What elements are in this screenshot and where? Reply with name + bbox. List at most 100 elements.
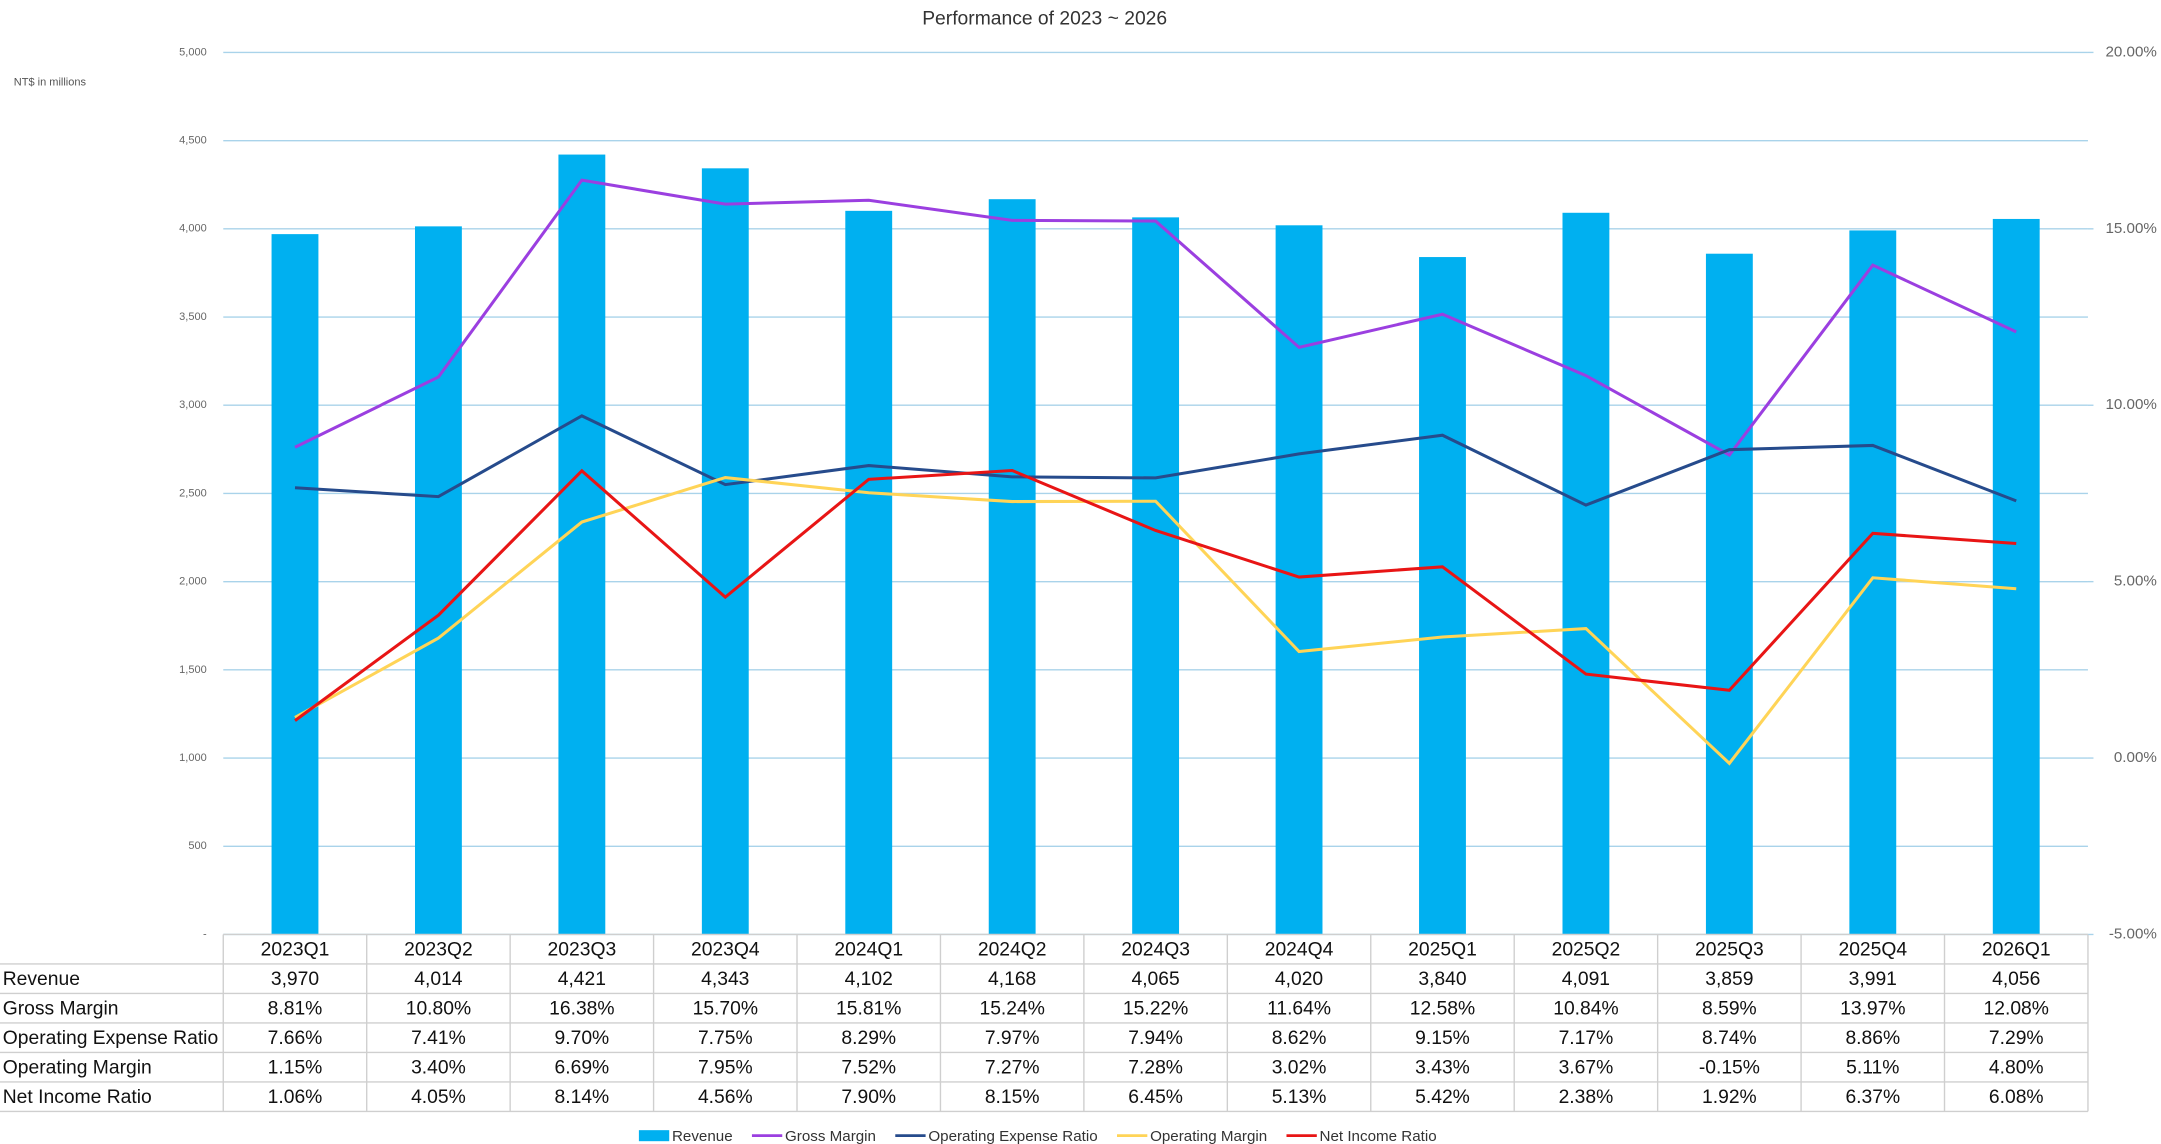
x-tick-label: 2025Q1 — [1408, 940, 1477, 961]
table-cell: 15.81% — [836, 999, 901, 1020]
table-cell: 4,168 — [988, 969, 1036, 990]
bar — [271, 234, 319, 935]
table-cell: 3,859 — [1705, 969, 1753, 990]
chart-title: Performance of 2023 ~ 2026 — [922, 8, 1167, 29]
table-cell: 3,970 — [271, 969, 319, 990]
table-cell: 5.11% — [1846, 1058, 1899, 1079]
y2-tick-label: 10.00% — [2105, 396, 2156, 413]
table-row-label: Revenue — [3, 969, 80, 990]
table-cell: 8.15% — [985, 1087, 1040, 1108]
table-cell: 3.67% — [1559, 1058, 1614, 1079]
table-row-label: Gross Margin — [3, 999, 119, 1020]
legend-label: Revenue — [672, 1128, 733, 1144]
x-tick-label: 2023Q4 — [691, 940, 760, 961]
table-cell: 4,065 — [1131, 969, 1179, 990]
table-cell: 8.62% — [1272, 1028, 1327, 1049]
line — [294, 414, 2017, 507]
line — [294, 476, 2017, 766]
table-cell: 4,102 — [845, 969, 893, 990]
table-cell: 7.75% — [698, 1028, 753, 1049]
y-tick-label: - — [203, 928, 207, 940]
table-cell: 4.80% — [1989, 1058, 2044, 1079]
table-cell: 3,991 — [1849, 969, 1897, 990]
table-row-label: Operating Margin — [3, 1058, 152, 1079]
table-row-label: Net Income Ratio — [3, 1087, 152, 1108]
table-cell: 8.86% — [1845, 1028, 1900, 1049]
y2-tick-label: -5.00% — [2109, 925, 2157, 942]
y-tick-label: 1,500 — [179, 664, 207, 676]
y-tick-label: 2,000 — [179, 576, 207, 588]
table-cell: 10.84% — [1553, 999, 1618, 1020]
table-cell: 7.95% — [698, 1058, 753, 1079]
bar — [1419, 257, 1466, 935]
table-cell: 3.43% — [1415, 1058, 1470, 1079]
x-tick-label: 2025Q3 — [1695, 940, 1764, 961]
y-tick-label: 5,000 — [179, 46, 207, 58]
table-cell: 4,421 — [558, 969, 606, 990]
legend-label: Operating Expense Ratio — [928, 1128, 1097, 1144]
y-axis-label: NT$ in millions — [14, 77, 87, 89]
x-tick-label: 2024Q4 — [1265, 940, 1334, 961]
table-cell: 16.38% — [549, 999, 614, 1020]
x-tick-label: 2026Q1 — [1982, 940, 2051, 961]
table-cell: 7.17% — [1559, 1028, 1614, 1049]
table-cell: 4,014 — [414, 969, 463, 990]
x-tick-label: 2023Q3 — [548, 940, 617, 961]
table-cell: 4,020 — [1275, 969, 1323, 990]
x-tick-label: 2024Q2 — [978, 940, 1047, 961]
table-cell: 6.45% — [1128, 1087, 1183, 1108]
table-cell: 8.59% — [1702, 999, 1757, 1020]
bar — [701, 168, 749, 935]
x-tick-label: 2025Q2 — [1552, 940, 1621, 961]
line — [294, 178, 2017, 457]
y-tick-label: 4,500 — [179, 135, 207, 147]
x-tick-label: 2023Q2 — [404, 940, 473, 961]
table-cell: -0.15% — [1699, 1058, 1760, 1079]
table-cell: 2.38% — [1559, 1087, 1614, 1108]
table-cell: 12.58% — [1410, 999, 1475, 1020]
table-cell: 3,840 — [1418, 969, 1466, 990]
table-cell: 4,091 — [1562, 969, 1610, 990]
table-cell: 8.81% — [268, 999, 323, 1020]
y-tick-label: 4,000 — [179, 223, 207, 235]
legend-label: Net Income Ratio — [1320, 1128, 1437, 1144]
table-cell: 9.70% — [555, 1028, 610, 1049]
bar — [1849, 230, 1897, 935]
bar — [845, 210, 893, 935]
bar — [988, 199, 1036, 935]
table-cell: 1.15% — [268, 1058, 323, 1079]
table-row-label: Operating Expense Ratio — [3, 1028, 218, 1049]
table-cell: 4.56% — [698, 1087, 753, 1108]
x-tick-label: 2023Q1 — [261, 940, 330, 961]
x-tick-label: 2024Q3 — [1121, 940, 1190, 961]
table-cell: 15.70% — [693, 999, 758, 1020]
y2-tick-label: 5.00% — [2114, 573, 2157, 590]
table-cell: 7.90% — [841, 1087, 896, 1108]
table-cell: 13.97% — [1840, 999, 1905, 1020]
y-tick-label: 1,000 — [179, 752, 207, 764]
bar — [1562, 212, 1610, 935]
table-cell: 7.29% — [1989, 1028, 2044, 1049]
table-cell: 7.94% — [1128, 1028, 1183, 1049]
table-cell: 3.02% — [1272, 1058, 1327, 1079]
table-cell: 12.08% — [1984, 999, 2049, 1020]
line — [294, 468, 2017, 722]
bar — [414, 226, 462, 935]
table-cell: 7.66% — [268, 1028, 323, 1049]
table-cell: 10.80% — [406, 999, 471, 1020]
bar — [1705, 253, 1753, 935]
table-cell: 6.08% — [1989, 1087, 2044, 1108]
table-cell: 8.29% — [841, 1028, 896, 1049]
table-cell: 7.97% — [985, 1028, 1040, 1049]
x-tick-label: 2024Q1 — [834, 940, 903, 961]
y-tick-label: 3,500 — [179, 311, 207, 323]
table-cell: 15.24% — [979, 999, 1044, 1020]
x-tick-label: 2025Q4 — [1838, 940, 1907, 961]
bar — [1132, 217, 1180, 935]
table-cell: 4.05% — [411, 1087, 466, 1108]
table-cell: 4,056 — [1992, 969, 2040, 990]
legend: Revenue Gross Margin Operating Expense Rat… — [638, 1128, 1437, 1144]
table-cell: 6.37% — [1845, 1087, 1900, 1108]
